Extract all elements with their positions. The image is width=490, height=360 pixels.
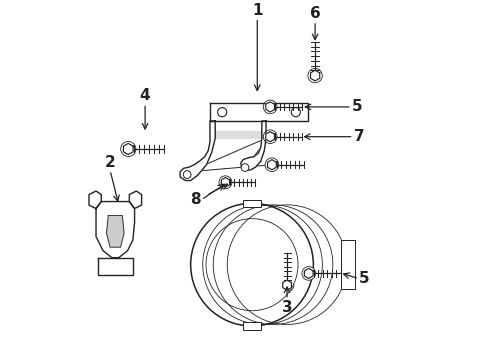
Text: 4: 4 <box>140 89 150 103</box>
Circle shape <box>302 267 316 280</box>
Polygon shape <box>241 121 266 170</box>
Bar <box>243 200 261 207</box>
Text: 3: 3 <box>282 300 293 315</box>
Polygon shape <box>106 216 124 247</box>
Text: 1: 1 <box>252 3 263 18</box>
Text: 7: 7 <box>354 129 364 144</box>
Bar <box>243 323 261 329</box>
Text: 5: 5 <box>359 271 369 286</box>
Circle shape <box>263 130 277 144</box>
Text: 2: 2 <box>105 155 116 170</box>
Polygon shape <box>210 103 308 121</box>
Polygon shape <box>221 177 230 187</box>
Text: 8: 8 <box>191 192 201 207</box>
Text: 5: 5 <box>352 99 363 114</box>
Circle shape <box>206 219 298 311</box>
Circle shape <box>219 176 232 189</box>
Circle shape <box>218 108 227 117</box>
Polygon shape <box>266 132 274 142</box>
Polygon shape <box>304 268 313 279</box>
Polygon shape <box>96 202 135 258</box>
Circle shape <box>263 100 277 114</box>
Circle shape <box>241 164 249 171</box>
Polygon shape <box>268 160 276 170</box>
Polygon shape <box>89 191 101 208</box>
Polygon shape <box>129 191 142 208</box>
Circle shape <box>191 203 314 326</box>
Circle shape <box>280 278 294 292</box>
Circle shape <box>183 171 191 179</box>
Polygon shape <box>98 258 133 275</box>
Polygon shape <box>311 70 319 81</box>
Polygon shape <box>123 143 133 154</box>
Polygon shape <box>215 131 262 139</box>
Polygon shape <box>283 280 292 290</box>
Circle shape <box>291 108 300 117</box>
Circle shape <box>121 141 136 157</box>
Polygon shape <box>342 240 355 289</box>
Circle shape <box>265 158 279 172</box>
Polygon shape <box>266 102 274 112</box>
Circle shape <box>308 68 322 83</box>
Text: 6: 6 <box>310 6 320 21</box>
Polygon shape <box>180 121 215 180</box>
